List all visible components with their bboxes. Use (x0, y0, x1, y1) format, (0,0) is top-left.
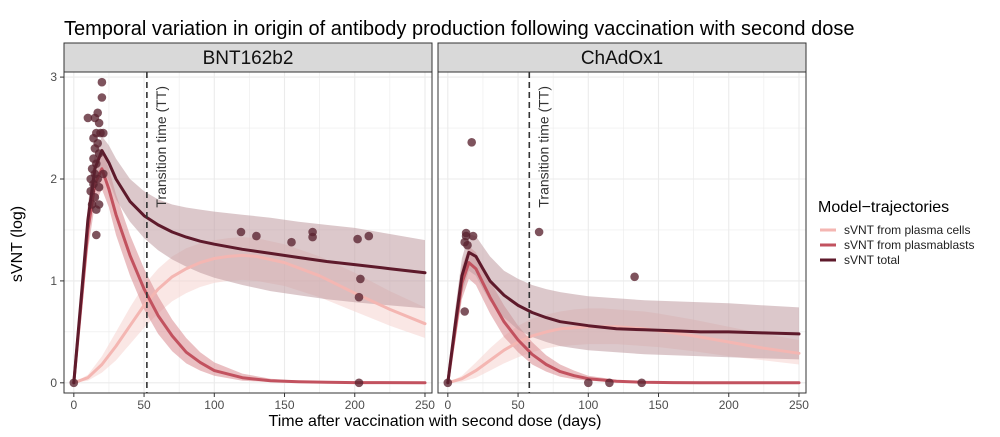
data-point (94, 182, 104, 192)
x-axis-title: Time after vaccination with second dose … (269, 413, 602, 430)
data-point (99, 169, 108, 179)
facet-strip-label: ChAdOx1 (581, 48, 663, 69)
line-svnt-from-plasmablasts (446, 261, 801, 385)
x-tick-label: 0 (70, 398, 77, 412)
x-tick-label: 200 (345, 398, 365, 412)
data-point (94, 118, 104, 128)
transition-time-label: Transition time (TT) (153, 86, 169, 208)
data-point (94, 149, 104, 158)
ribbon-svnt-total (73, 136, 426, 383)
data-point (93, 174, 102, 184)
data-point (94, 200, 104, 209)
data-point (97, 77, 107, 87)
ribbon-svnt-from-plasmablasts (73, 148, 426, 383)
panel-border (63, 71, 433, 394)
y-tick-label: 1 (50, 274, 57, 288)
x-tick-label: 100 (204, 398, 224, 412)
data-point (93, 139, 102, 148)
data-point (92, 230, 101, 240)
data-point (443, 378, 453, 388)
data-point (252, 231, 261, 241)
legend-label-svnt-from-plasmablasts: sVNT from plasmablasts (844, 238, 974, 252)
data-point (86, 186, 95, 196)
x-tick-label: 250 (789, 398, 809, 412)
data-point (467, 138, 477, 147)
data-point (637, 378, 646, 388)
data-point (236, 227, 246, 237)
ribbon-svnt-from-plasmablasts (447, 246, 799, 383)
x-tick-label: 50 (511, 398, 525, 412)
data-point (356, 274, 365, 284)
y-tick-label: 3 (50, 70, 57, 84)
data-point (99, 128, 108, 138)
legend-label-svnt-total: sVNT total (844, 253, 900, 267)
legend-label-svnt-from-plasma-cells: sVNT from plasma cells (844, 223, 970, 237)
x-tick-label: 50 (137, 398, 151, 412)
y-tick-label: 2 (50, 172, 57, 186)
data-point (69, 378, 79, 388)
data-point (92, 159, 101, 168)
x-tick-label: 200 (719, 398, 739, 412)
x-tick-label: 150 (649, 398, 669, 412)
legend: Model−trajectories sVNT from plasma cell… (818, 199, 974, 267)
y-tick-label: 0 (50, 376, 57, 390)
data-point (463, 240, 472, 250)
data-point (90, 193, 100, 202)
data-point (93, 108, 102, 118)
legend-title: Model−trajectories (818, 199, 949, 216)
data-point (460, 307, 470, 316)
data-point (468, 231, 478, 241)
transition-time-label: Transition time (TT) (535, 86, 551, 208)
x-tick-label: 150 (275, 398, 295, 412)
facet-strip (63, 42, 433, 73)
panel-bnt162b2: BNT162b2 Transition time (TT) 0 50 100 150 200… (63, 42, 435, 412)
data-point (354, 378, 364, 388)
line-svnt-from-plasma-cells (72, 253, 427, 385)
ribbon-svnt-total (447, 234, 799, 383)
panel-border (437, 71, 807, 394)
y-axis: 0 1 2 3 (50, 70, 64, 390)
facet-strip (437, 42, 807, 73)
line-svnt-from-plasma-cells (446, 325, 801, 385)
chart-title: Temporal variation in origin of antibody… (64, 18, 854, 40)
x-tick-label: 100 (578, 398, 598, 412)
data-point (630, 272, 639, 282)
panel-chadox1: ChAdOx1 Transition time (TT) 0 50 100 150 200 2… (437, 42, 809, 412)
data-point (605, 378, 614, 388)
data-point (287, 237, 296, 247)
data-point (354, 292, 364, 302)
panel-content (443, 138, 801, 388)
data-point (83, 113, 93, 123)
x-tick-label: 250 (415, 398, 435, 412)
data-point (534, 227, 544, 237)
x-tick-label: 0 (444, 398, 451, 412)
data-point (461, 228, 471, 238)
y-axis-title: sVNT (log) (9, 206, 26, 282)
data-point (353, 234, 362, 244)
panel-content (69, 77, 427, 388)
data-point (308, 232, 317, 242)
data-point (364, 231, 374, 241)
data-point (97, 93, 107, 102)
facet-strip-label: BNT162b2 (203, 48, 294, 69)
data-point (584, 378, 593, 388)
line-svnt-total (446, 250, 801, 385)
